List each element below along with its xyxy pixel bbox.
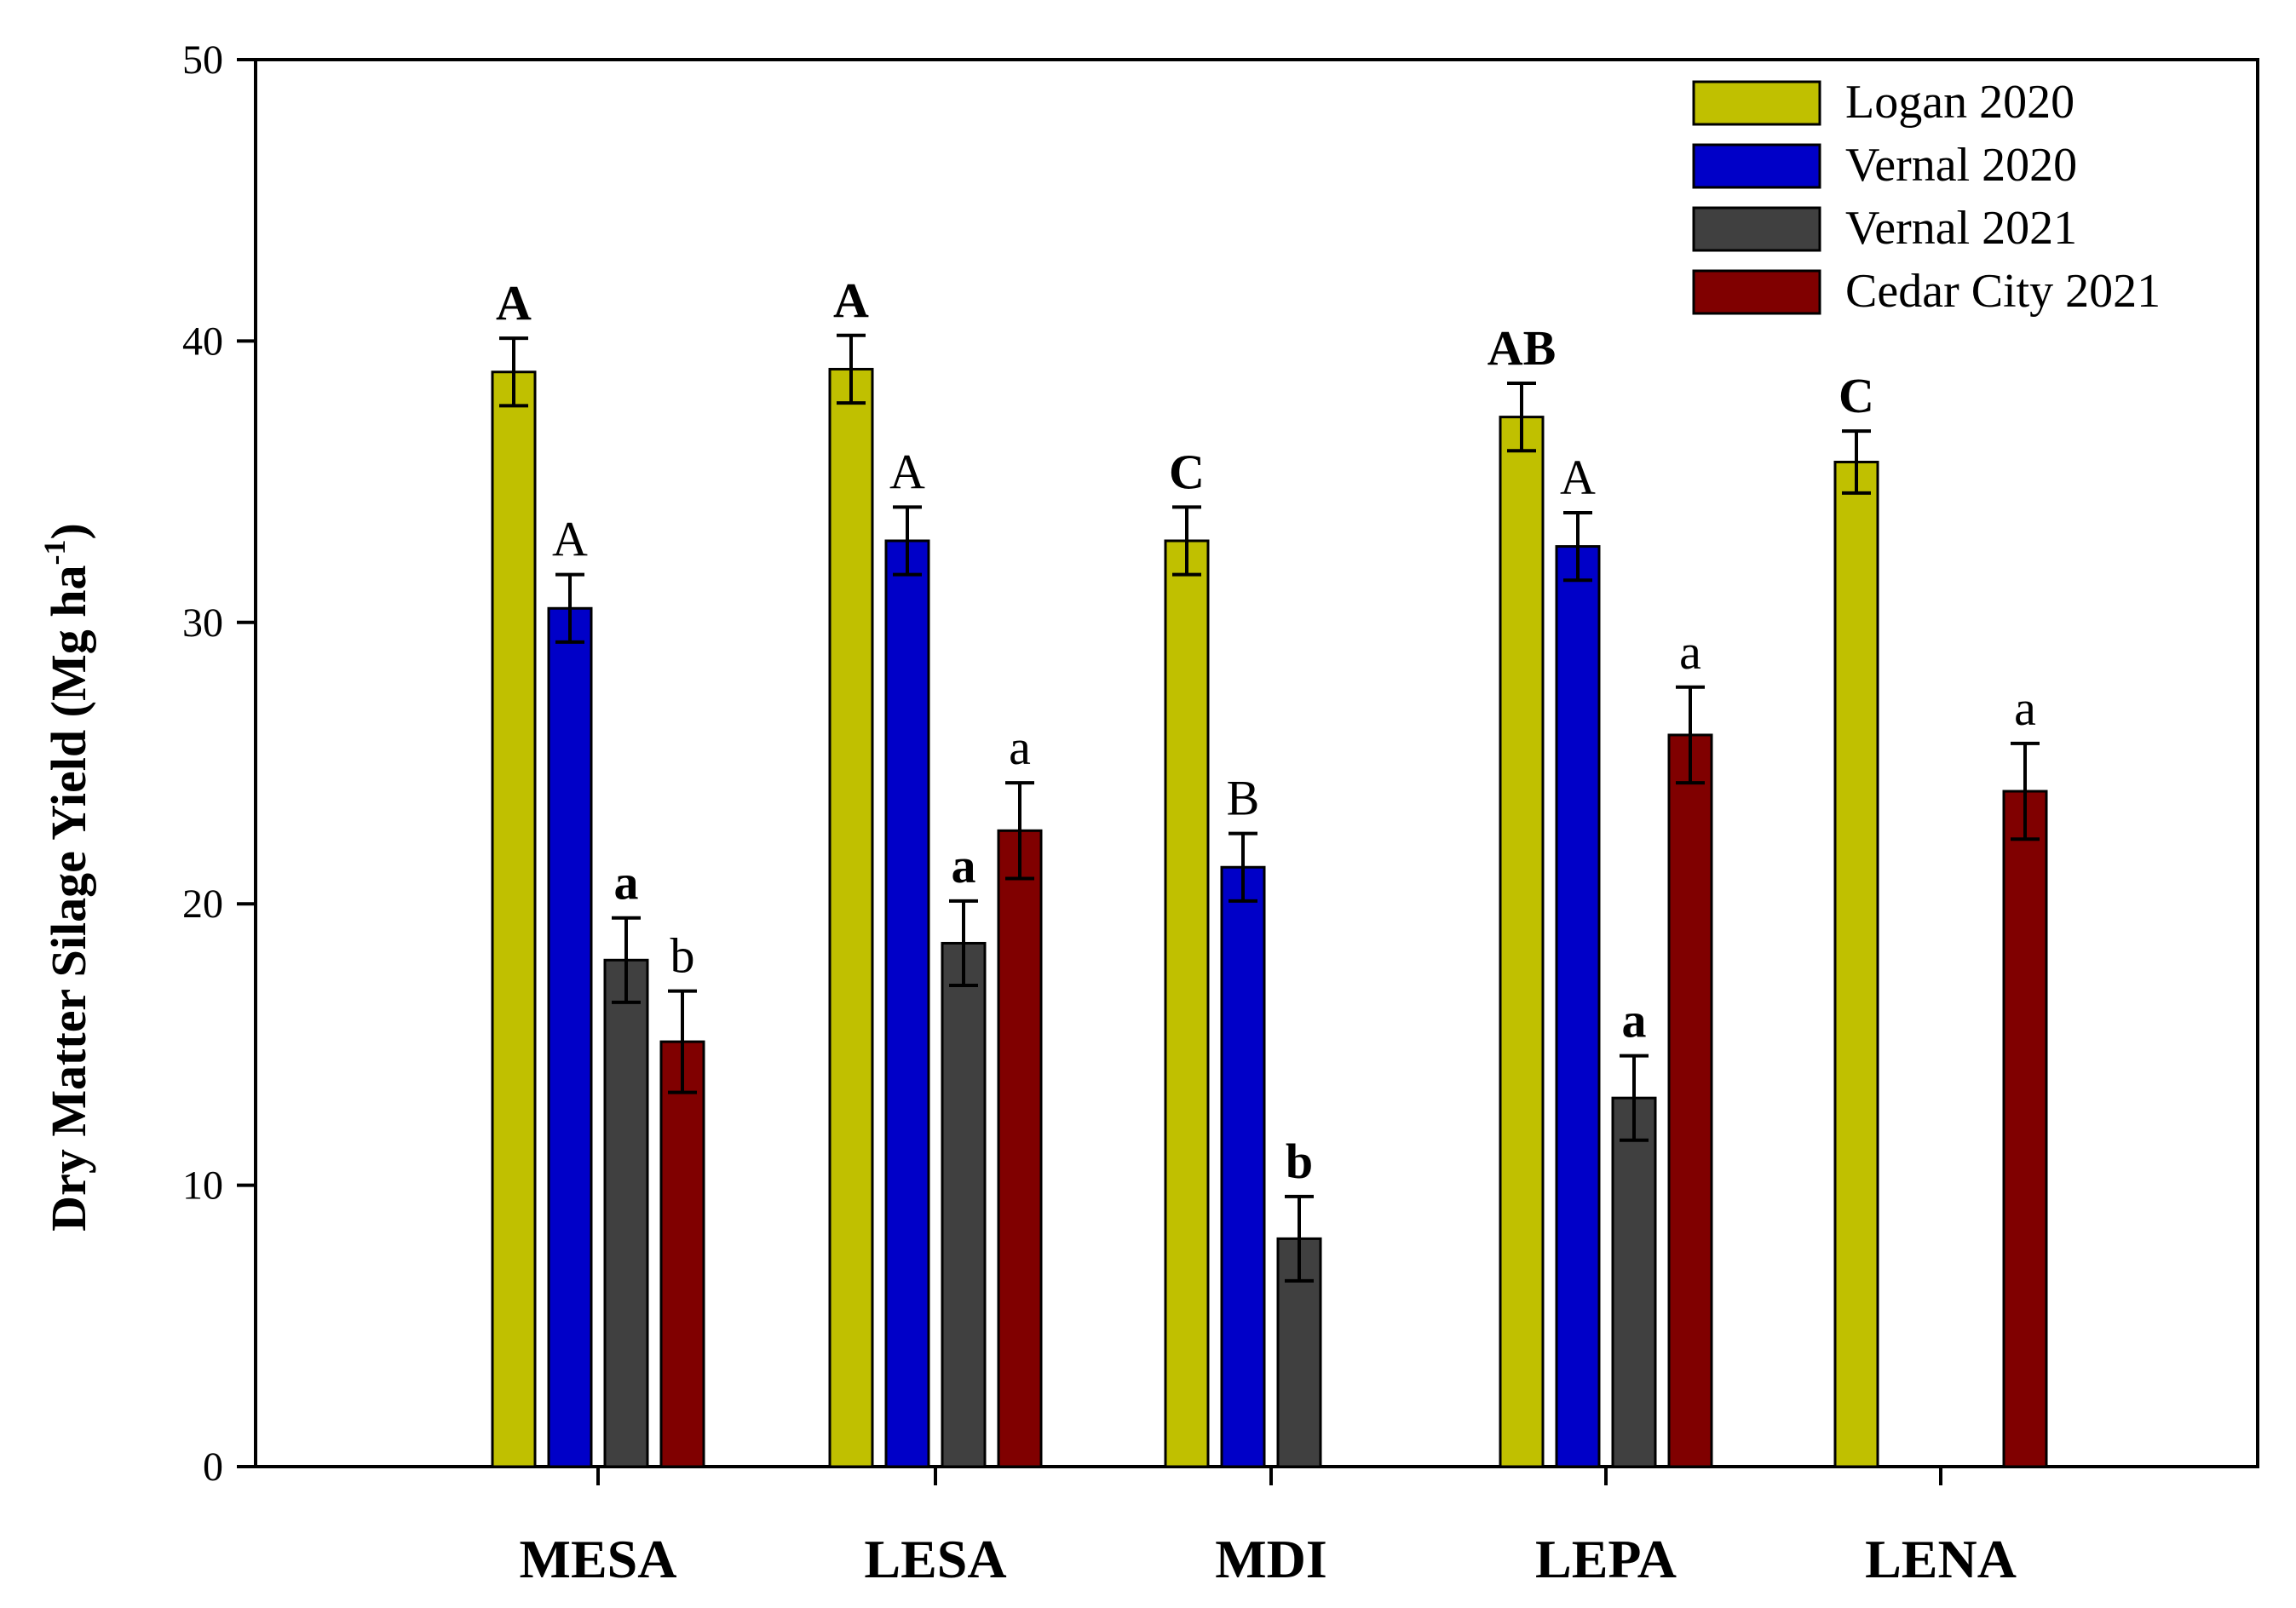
significance-letter: C (1169, 444, 1205, 499)
legend-label: Logan 2020 (1845, 76, 2074, 129)
significance-letter: a (1679, 624, 1701, 680)
y-axis: 0 10 20 30 40 50 (182, 37, 256, 1490)
series-vernal-2020: A A B A (547, 444, 1601, 1468)
bar (941, 941, 987, 1468)
significance-letter: a (1009, 720, 1031, 775)
y-tick-label: 10 (182, 1163, 223, 1209)
x-tick-label-lesa: LESA (864, 1529, 1006, 1589)
bar (2002, 790, 2048, 1468)
legend-label: Vernal 2021 (1845, 202, 2077, 255)
series-cedar-city-2021: b a a a (659, 624, 2048, 1468)
y-tick-label: 20 (182, 882, 223, 927)
bar (603, 958, 649, 1468)
legend-swatch (1692, 80, 1821, 126)
legend-swatch (1692, 206, 1821, 252)
significance-letter: A (889, 444, 925, 499)
legend-label: Vernal 2020 (1845, 139, 2077, 192)
bar (1220, 865, 1266, 1468)
bar (1611, 1096, 1657, 1468)
x-tick-label-lepa: LEPA (1535, 1529, 1677, 1589)
x-axis: MESA LESA MDI LEPA LENA (520, 1467, 2017, 1589)
bar (491, 370, 537, 1468)
significance-letter: A (552, 512, 588, 567)
bar (828, 367, 874, 1468)
significance-letter: b (1286, 1134, 1313, 1189)
y-tick-label: 30 (182, 600, 223, 646)
legend-item: Vernal 2020 (1692, 139, 2077, 192)
bar (1667, 733, 1713, 1468)
significance-letter: A (1560, 450, 1596, 505)
legend: Logan 2020 Vernal 2020 Vernal 2021 Cedar Ci… (1692, 76, 2161, 318)
legend-item: Vernal 2021 (1692, 202, 2077, 255)
y-tick-label: 0 (203, 1444, 223, 1490)
significance-letter: b (670, 928, 695, 984)
significance-letter: B (1227, 771, 1260, 826)
significance-letter: a (1622, 993, 1647, 1048)
significance-letter: a (952, 838, 976, 893)
legend-label: Cedar City 2021 (1845, 265, 2161, 318)
x-tick-label-mesa: MESA (520, 1529, 677, 1589)
x-tick-label-lena: LENA (1865, 1529, 2017, 1589)
y-tick-label: 40 (182, 319, 223, 364)
series-vernal-2021: a aba (603, 838, 1657, 1468)
x-tick-label-mdi: MDI (1215, 1529, 1327, 1589)
legend-swatch (1692, 269, 1821, 315)
bar (884, 539, 930, 1468)
bar (547, 606, 593, 1468)
bar (1555, 545, 1601, 1468)
bar (1833, 460, 1879, 1468)
legend-swatch (1692, 143, 1821, 189)
significance-letter: A (833, 273, 869, 328)
legend-item: Cedar City 2021 (1692, 265, 2161, 318)
y-tick-label: 50 (182, 37, 223, 83)
bar (1164, 539, 1210, 1468)
significance-letter: a (2014, 681, 2036, 736)
significance-letter: A (496, 275, 532, 330)
bar (1499, 416, 1545, 1468)
significance-letter: AB (1488, 320, 1557, 376)
bar (659, 1040, 705, 1468)
y-axis-label-suffix: ) (41, 523, 96, 539)
y-axis-label-main: Dry Matter Silage Yield (Mg ha (41, 566, 96, 1232)
significance-letter: a (614, 855, 639, 910)
y-axis-label-superscript: -1 (37, 540, 72, 566)
legend-item: Logan 2020 (1692, 76, 2074, 129)
bar (997, 829, 1043, 1468)
significance-letter: C (1839, 368, 1874, 423)
y-axis-label: Dry Matter Silage Yield (Mg ha-1) (37, 523, 96, 1232)
